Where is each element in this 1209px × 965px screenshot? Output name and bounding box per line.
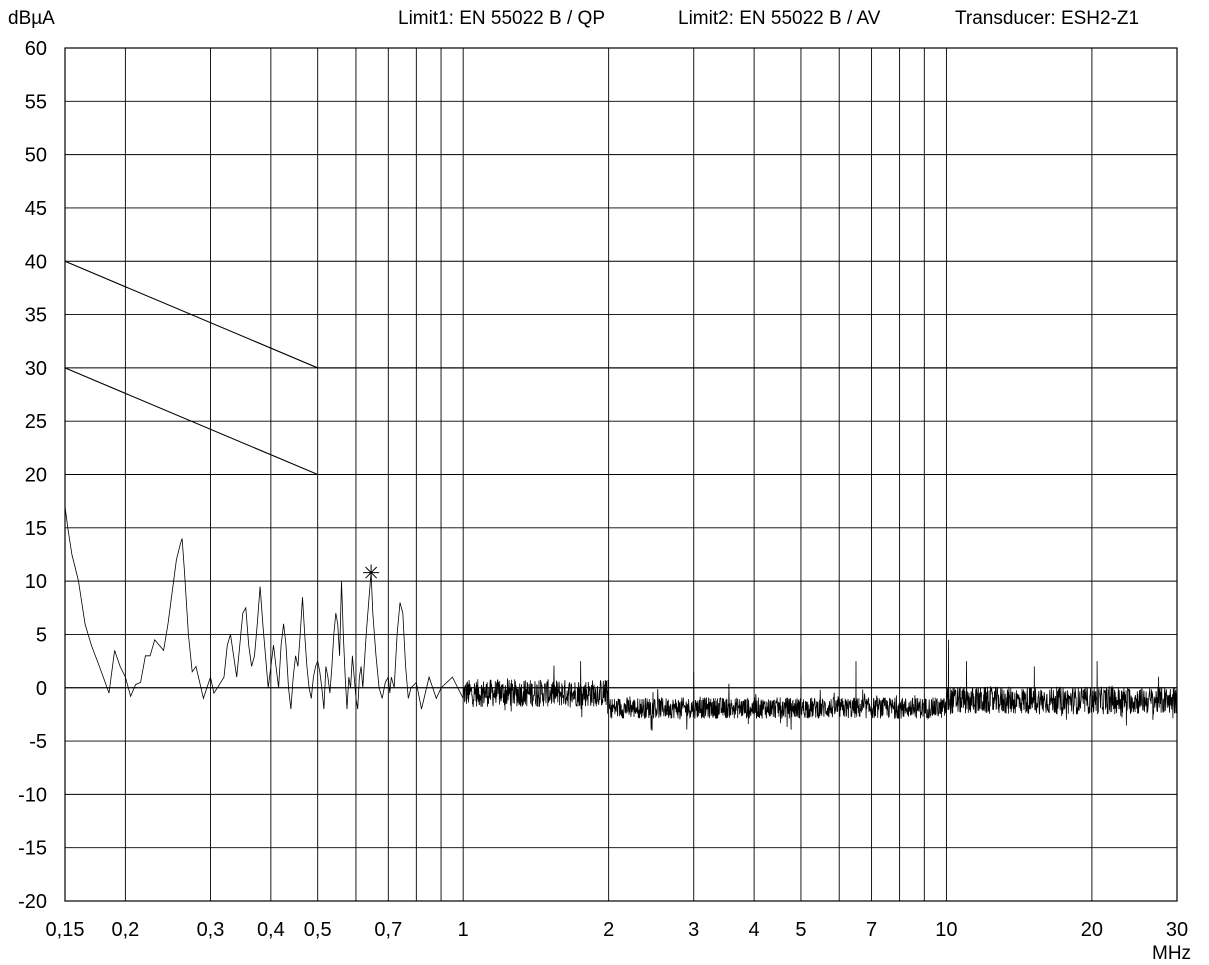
y-tick-label: -20 (18, 891, 47, 913)
limit-line (64, 260, 1177, 369)
measurement-line (64, 506, 1178, 731)
limit-line (64, 367, 1177, 476)
x-tick-label: 1 (458, 919, 469, 941)
y-tick-label: 40 (25, 251, 47, 273)
peak-marker (363, 564, 380, 581)
x-tick-label: 2 (603, 919, 614, 941)
x-tick-label: 3 (688, 919, 699, 941)
limit1-label: Limit1: EN 55022 B / QP (398, 8, 605, 29)
y-tick-label: -5 (29, 731, 47, 753)
x-axis-unit: MHz (1152, 943, 1192, 964)
y-axis-unit: dBµA (8, 8, 55, 29)
measurement-trace (64, 506, 1178, 731)
x-tick-label: 0,3 (197, 919, 225, 941)
transducer-label: Transducer: ESH2-Z1 (955, 8, 1140, 29)
x-tick-label: 30 (1166, 919, 1188, 941)
x-tick-label: 10 (935, 919, 957, 941)
y-tick-label: 45 (25, 198, 47, 220)
y-tick-label: 10 (25, 571, 47, 593)
x-tick-label: 0,5 (304, 919, 332, 941)
y-tick-label: 30 (25, 358, 47, 380)
x-tick-label: 0,7 (374, 919, 402, 941)
y-tick-label: 15 (25, 518, 47, 540)
y-tick-label: 0 (36, 678, 47, 700)
limit-lines (64, 260, 1177, 476)
x-tick-label: 20 (1081, 919, 1103, 941)
y-tick-label: -10 (18, 784, 47, 806)
y-tick-label: 25 (25, 411, 47, 433)
y-tick-label: 50 (25, 145, 47, 167)
limit2-label: Limit2: EN 55022 B / AV (678, 8, 881, 29)
x-tick-label: 5 (795, 919, 806, 941)
marker-stroke (365, 566, 378, 579)
y-tick-label: -15 (18, 838, 47, 860)
y-tick-label: 55 (25, 91, 47, 113)
x-tick-label: 7 (866, 919, 877, 941)
y-tick-label: 35 (25, 305, 47, 327)
y-tick-label: 60 (25, 38, 47, 60)
x-tick-label: 0,4 (257, 919, 285, 941)
y-tick-label: 5 (36, 624, 47, 646)
x-tick-label: 0,2 (111, 919, 139, 941)
y-tick-label: 20 (25, 465, 47, 487)
x-tick-label: 4 (749, 919, 760, 941)
x-tick-label: 0,15 (46, 919, 85, 941)
